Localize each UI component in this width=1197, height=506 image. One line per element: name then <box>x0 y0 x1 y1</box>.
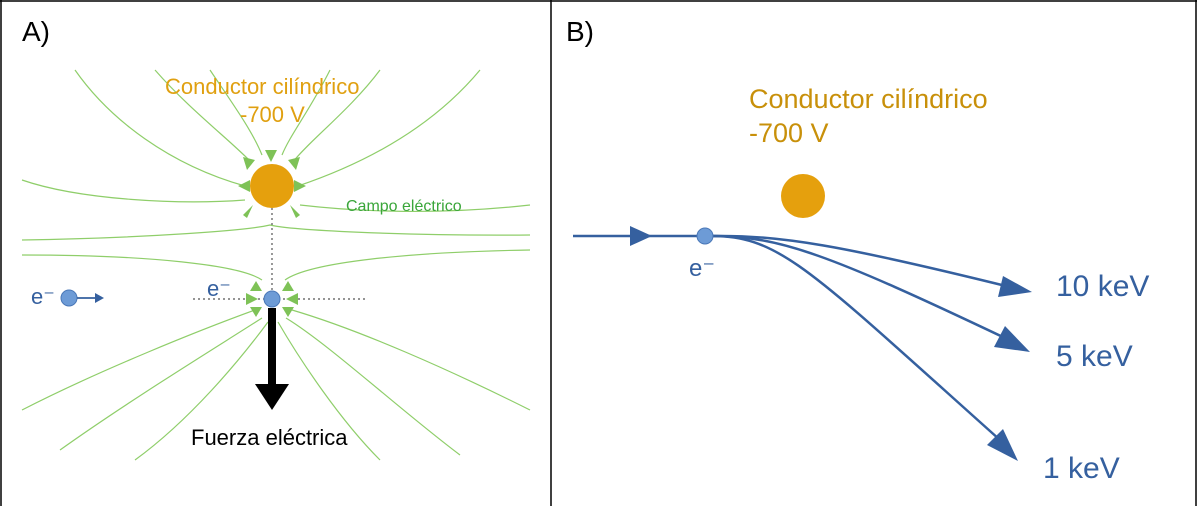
guide-lines <box>193 208 368 300</box>
velocity-arrow <box>77 293 104 303</box>
trajectory-label-10kev: 10 keV <box>1056 270 1150 303</box>
force-label: Fuerza eléctrica <box>191 425 348 450</box>
trajectory-arrowheads <box>987 276 1032 461</box>
incoming-trajectory <box>573 226 698 246</box>
force-arrow <box>255 308 289 410</box>
conductor-a-voltage: -700 V <box>240 102 305 127</box>
field-arrows-electron <box>246 281 298 317</box>
conductor-a <box>250 164 294 208</box>
conductor-b-voltage: -700 V <box>749 118 829 148</box>
trajectory-label-5kev: 5 keV <box>1056 340 1133 373</box>
conductor-a-name: Conductor cilíndrico <box>165 74 360 99</box>
electron-moving <box>60 289 78 307</box>
conductor-b <box>781 174 825 218</box>
electron-moving-label: e⁻ <box>31 284 55 309</box>
field-lines <box>21 69 531 461</box>
field-label: Campo eléctrico <box>346 198 462 215</box>
panel-a-label: A) <box>22 16 50 47</box>
panel-b-label: B) <box>566 16 594 47</box>
deflected-trajectories <box>711 234 1011 441</box>
electron-b <box>696 227 714 245</box>
electron-a <box>263 290 281 308</box>
conductor-b-name: Conductor cilíndrico <box>749 84 988 114</box>
electron-a-label: e⁻ <box>207 276 231 301</box>
trajectory-label-1kev: 1 keV <box>1043 452 1120 485</box>
electron-b-label: e⁻ <box>689 255 716 282</box>
field-arrows-conductor <box>238 150 306 218</box>
